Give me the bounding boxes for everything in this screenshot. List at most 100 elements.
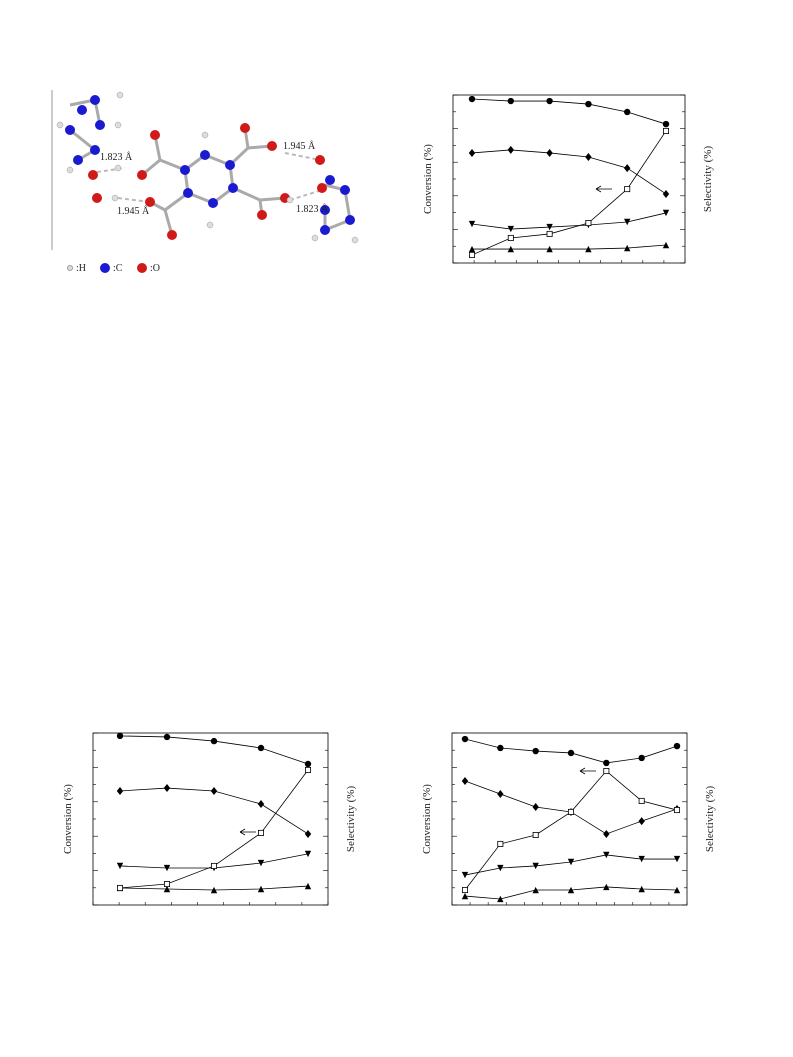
marker [546, 148, 553, 157]
marker [210, 737, 218, 745]
marker [468, 220, 476, 228]
marker [497, 840, 504, 847]
marker [567, 886, 575, 894]
marker [507, 97, 514, 105]
marker [638, 754, 645, 762]
marker [673, 855, 681, 863]
marker [507, 234, 514, 241]
series-line [471, 130, 667, 256]
y-axis-label: Conversion (%) [421, 784, 433, 854]
marker [257, 885, 265, 893]
marker [624, 108, 631, 116]
marker [507, 225, 514, 233]
marker [568, 808, 575, 815]
marker [585, 152, 592, 161]
marker [210, 862, 217, 869]
marker [257, 829, 264, 836]
marker [638, 855, 645, 863]
marker [497, 744, 504, 752]
marker [546, 230, 553, 237]
legend-label: :H [76, 263, 86, 274]
marker [497, 895, 504, 903]
marker [532, 862, 539, 870]
hydrogen-atoms [56, 91, 359, 244]
marker [638, 797, 645, 804]
marker [603, 759, 610, 767]
marker [257, 744, 265, 752]
marker [163, 885, 171, 893]
marker [567, 858, 575, 866]
legend-h [67, 265, 73, 271]
legend-o [137, 263, 147, 273]
legend-label: :O [150, 263, 160, 274]
arrow [239, 828, 256, 836]
legend-label: :C [113, 263, 123, 274]
series-line [471, 212, 667, 230]
marker [257, 859, 265, 867]
marker [468, 245, 476, 253]
marker [304, 829, 312, 838]
carbon-atoms [65, 95, 355, 235]
marker [497, 790, 504, 799]
distance-label: 1.945 Å [283, 140, 316, 152]
marker [497, 864, 504, 872]
marker [585, 245, 592, 253]
plot-frame [452, 94, 686, 264]
marker [461, 776, 469, 785]
chart: Conversion (%) Selectivity (%) [422, 94, 714, 264]
series-line [464, 780, 678, 835]
oxygen-atoms [88, 123, 327, 240]
marker [304, 850, 312, 858]
marker [624, 244, 631, 252]
marker [507, 245, 514, 253]
marker [662, 189, 670, 198]
marker [638, 817, 645, 826]
marker [210, 786, 218, 795]
marker [546, 223, 553, 231]
marker [507, 145, 514, 154]
marker [116, 732, 124, 740]
chart: Conversion (%) Selectivity (%) [421, 732, 716, 906]
marker [163, 784, 171, 793]
marker [532, 831, 539, 838]
marker [662, 120, 670, 128]
y2-axis-label: Selectivity (%) [702, 146, 714, 213]
y2-axis-label: Selectivity (%) [345, 786, 357, 853]
legend-c [100, 263, 110, 273]
marker [662, 209, 670, 217]
marker [304, 760, 312, 768]
arrow [579, 767, 596, 775]
marker [603, 883, 610, 891]
chart: Conversion (%) Selectivity (%) [62, 732, 357, 906]
marker [163, 864, 171, 872]
marker [304, 766, 311, 773]
marker [546, 97, 553, 105]
marker [662, 241, 670, 249]
marker [117, 884, 124, 891]
arrow [595, 185, 612, 193]
marker [257, 800, 265, 809]
molecule-figure: 1.823 Å 1.945 Å 1.945 Å 1.823 Å :H :C :O [51, 90, 359, 274]
marker [673, 886, 681, 894]
marker [663, 127, 670, 134]
marker [532, 886, 539, 894]
y-axis-label: Conversion (%) [422, 144, 434, 214]
marker [163, 881, 170, 888]
marker [163, 733, 171, 741]
marker [603, 851, 610, 859]
marker [567, 749, 575, 757]
marker [461, 735, 469, 743]
marker [468, 148, 476, 157]
marker [461, 892, 469, 900]
series-line [471, 149, 667, 195]
series-line [471, 98, 667, 125]
distance-label: 1.823 Å [296, 203, 329, 215]
marker [624, 164, 631, 173]
marker [116, 862, 124, 870]
marker [638, 885, 645, 893]
marker [624, 218, 631, 226]
marker [603, 768, 610, 775]
marker [603, 829, 610, 838]
